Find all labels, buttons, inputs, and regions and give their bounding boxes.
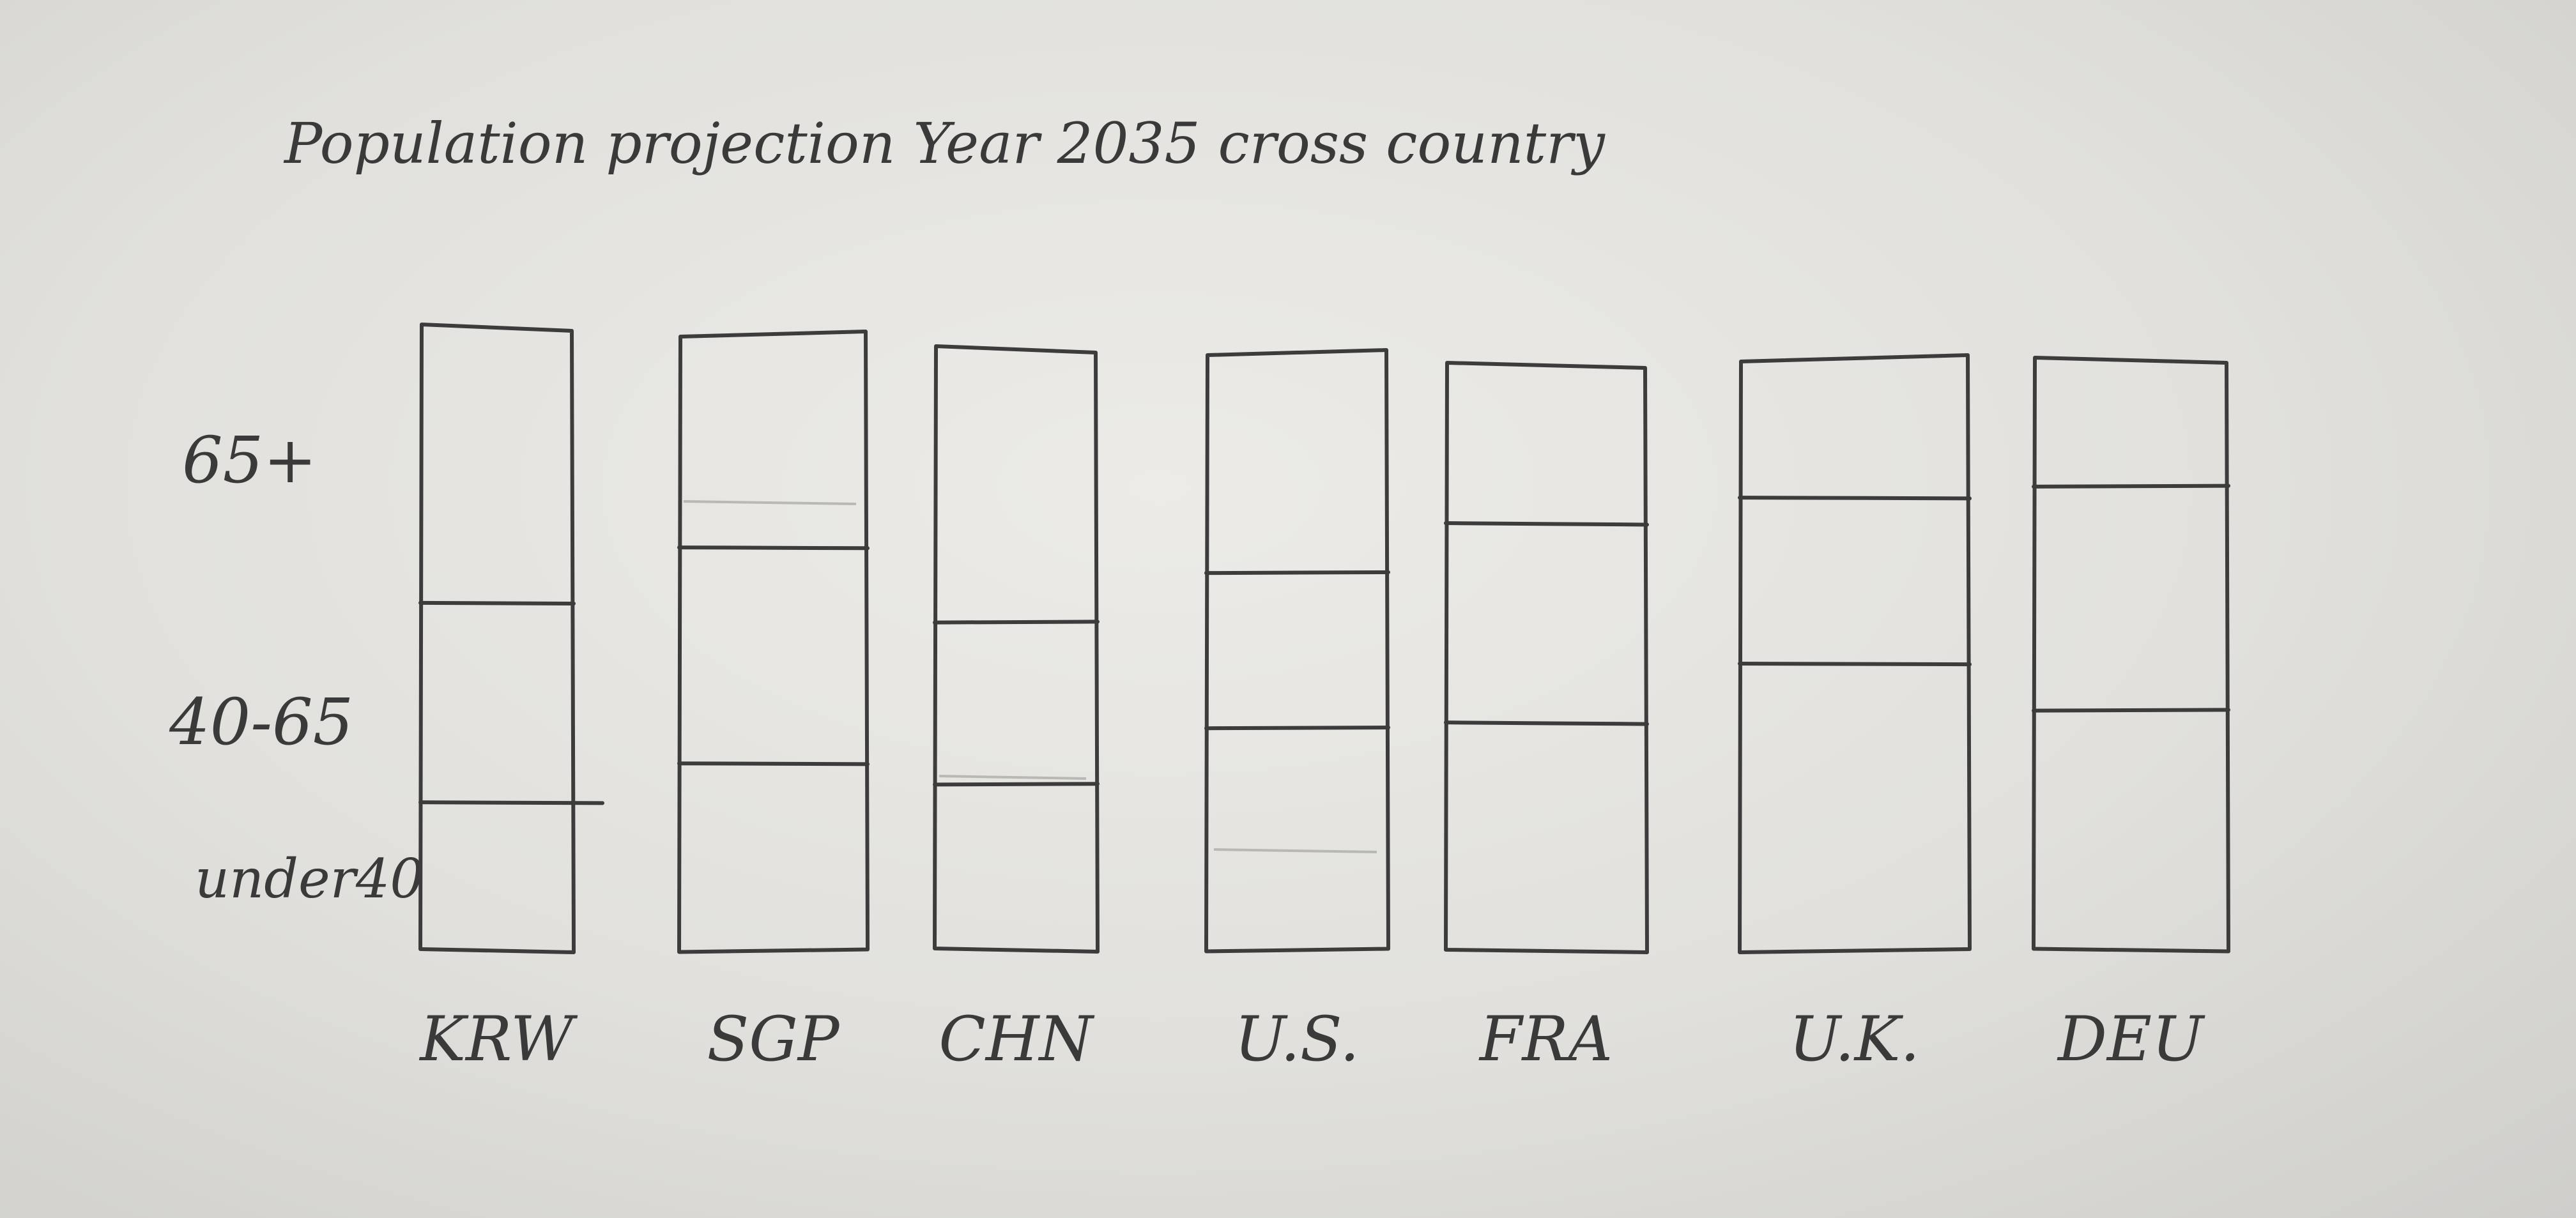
bar-segment-40-65 bbox=[936, 620, 1096, 782]
bar-segment-under40 bbox=[1741, 666, 1968, 950]
bar-group-krw: KRW bbox=[418, 323, 604, 1075]
legend-label-40-65: 40-65 bbox=[169, 685, 353, 759]
bar-segment-65- bbox=[1208, 353, 1386, 574]
bar-outline bbox=[1204, 348, 1390, 954]
bar-segment-40-65 bbox=[1447, 522, 1645, 722]
bar-segment-65- bbox=[1741, 358, 1968, 500]
category-label: KRW bbox=[418, 1003, 578, 1075]
category-label: DEU bbox=[2057, 1003, 2205, 1075]
bar-outline bbox=[1444, 361, 1649, 954]
bar-outline bbox=[418, 323, 576, 954]
category-label: U.K. bbox=[1789, 1003, 1920, 1075]
legend-label-65-plus: 65+ bbox=[182, 423, 317, 498]
bar-segment-under40 bbox=[2035, 709, 2227, 950]
bar-segment-40-65 bbox=[1741, 500, 1968, 666]
bar-segment-under40 bbox=[422, 801, 572, 950]
bar-segment-40-65 bbox=[2035, 485, 2227, 709]
bar-group-sgp: SGP bbox=[677, 330, 870, 1075]
segment-divider bbox=[1204, 726, 1390, 731]
bar-segment-65- bbox=[936, 350, 1096, 620]
bar-segment-40-65 bbox=[422, 601, 572, 800]
bar-segment-40-65 bbox=[1208, 574, 1386, 729]
bar-outline bbox=[677, 330, 870, 954]
segment-divider bbox=[418, 800, 604, 805]
bar-group-chn: CHN bbox=[933, 344, 1100, 1075]
segment-divider bbox=[933, 620, 1100, 625]
bar-outline bbox=[2032, 356, 2230, 954]
bar-segment-65- bbox=[1447, 364, 1645, 522]
segment-divider bbox=[418, 600, 576, 606]
bar-segment-under40 bbox=[680, 765, 866, 950]
bar-segment-65- bbox=[680, 333, 866, 549]
bar-outline bbox=[1738, 353, 1972, 954]
bar-group-deu: DEU bbox=[2032, 356, 2230, 1075]
bar-group-us: U.S. bbox=[1204, 348, 1390, 1075]
segment-divider bbox=[677, 545, 870, 551]
bar-segment-under40 bbox=[1447, 722, 1645, 950]
bar-segment-40-65 bbox=[680, 549, 866, 765]
bar-segment-65- bbox=[2035, 361, 2227, 485]
erased-guide-line bbox=[939, 775, 1087, 780]
segment-divider bbox=[677, 761, 870, 766]
bar-segment-65- bbox=[422, 327, 572, 601]
bars-layer: KRW SGP CHN U.S. FRA U.K. DEU bbox=[418, 323, 2230, 1075]
bar-outline bbox=[933, 344, 1100, 954]
bar-group-fra: FRA bbox=[1444, 361, 1649, 1075]
segment-divider bbox=[1444, 720, 1649, 726]
bar-segment-under40 bbox=[1208, 729, 1386, 950]
category-label: CHN bbox=[939, 1003, 1094, 1075]
bar-group-uk: U.K. bbox=[1738, 353, 1972, 1075]
category-label: FRA bbox=[1478, 1003, 1613, 1075]
segment-divider bbox=[1204, 570, 1390, 575]
category-label: U.S. bbox=[1234, 1003, 1359, 1075]
legend-label-under40: under40 bbox=[195, 848, 424, 910]
erased-guide-line bbox=[1213, 848, 1377, 853]
bar-segment-under40 bbox=[936, 782, 1096, 950]
segment-divider bbox=[2032, 483, 2230, 489]
category-label: SGP bbox=[707, 1003, 839, 1075]
erased-guide-line bbox=[683, 500, 857, 505]
chart-title: Population projection Year 2035 cross co… bbox=[283, 110, 1606, 176]
segment-divider bbox=[1444, 521, 1649, 527]
